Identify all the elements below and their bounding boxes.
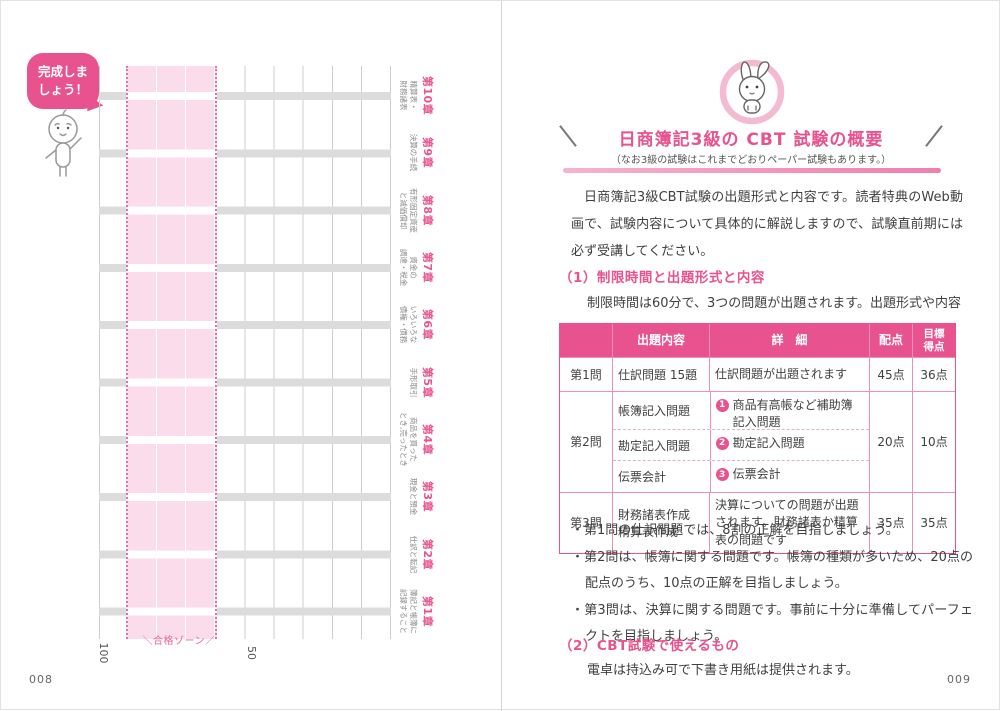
row-detail: 決算についての問題が出題されます。財務諸表か精算表の問題です [709, 492, 869, 553]
chapter-label-8: 第8章 有形固定資産 と減価償却 [392, 182, 452, 239]
chapter-number: 第4章 [421, 423, 434, 456]
row-target: 35点 [912, 492, 955, 553]
subrow-detail: 3 伝票会計 [709, 461, 869, 492]
row-points: 45点 [869, 358, 912, 392]
section-2-heading: （2）CBT試験で使えるもの [559, 638, 740, 654]
chapter-number: 第5章 [421, 366, 434, 399]
decorative-slash-right [925, 125, 943, 147]
advice-notes: ・第1問の仕訳問題では、8割の正解を目指しましょう。 ・第2問は、帳簿に関する問… [571, 518, 973, 651]
subrow-detail: 1 商品有高帳など補助簿 記入問題 [709, 392, 869, 430]
section-2-body: 電卓は持込み可で下書き用紙は提供されます。 [587, 663, 859, 678]
chapter-label-7: 第7章 資金の 調達・税金 [392, 239, 452, 296]
axis-tick-50: 50 [245, 646, 258, 660]
number-badge-2: 2 [715, 437, 729, 451]
row-target: 36点 [912, 358, 955, 392]
chapter-number: 第2章 [421, 538, 434, 571]
intro-paragraph: 日商簿記3級CBT試験の出題形式と内容です。読者特典のWeb動画で、試験内容につ… [571, 190, 963, 259]
subrow-detail: 2 勘定記入問題 [709, 430, 869, 461]
chapter-label-2: 第2章 仕訳と転記 [392, 526, 452, 583]
row-q2-subrows: 帳簿記入問題 1 商品有高帳など補助簿 記入問題 勘定記入問題 2 勘定記入問題 伝… [612, 392, 869, 492]
title-underline-bar [563, 168, 941, 173]
chapter-title: いろいろな 債権・債務 [398, 305, 418, 344]
table-row-q2: 第2問 帳簿記入問題 1 商品有高帳など補助簿 記入問題 勘定記入問題 2 勘定記入… [560, 391, 955, 492]
number-badge-3: 3 [715, 468, 729, 482]
subrow-content: 帳簿記入問題 [618, 404, 691, 419]
row-label: 第1問 [570, 368, 602, 383]
title-row: 日商簿記3級の CBT 試験の概要 [501, 125, 1000, 150]
row-detail: 仕訳問題が出題されます [709, 358, 869, 392]
subrow-2: 勘定記入問題 2 勘定記入問題 [613, 429, 869, 461]
pass-zone-label: ＼合格ゾーン／ [142, 636, 216, 647]
row-target: 10点 [912, 392, 955, 492]
chapter-title: 現金と預金 [409, 477, 418, 516]
chapter-label-10: 第10章 精算表・ 財務諸表 [392, 67, 452, 124]
chapter-number: 第3章 [421, 480, 434, 513]
person-mascot-icon [29, 105, 101, 189]
subrow-content: 勘定記入問題 [618, 438, 691, 453]
speech-bubble: 完成しま しょう！ [27, 53, 99, 109]
page-number-right: 009 [947, 673, 971, 686]
note-q1: ・第1問の仕訳問題では、8割の正解を目指しましょう。 [571, 523, 899, 538]
chapter-label-6: 第6章 いろいろな 債権・債務 [392, 296, 452, 353]
rabbit-mascot-icon [716, 55, 788, 133]
page-divider [501, 1, 502, 711]
subrow-1: 帳簿記入問題 1 商品有高帳など補助簿 記入問題 [613, 392, 869, 430]
chapter-title: 決算の手続 [409, 133, 418, 172]
chapter-title: 商品を買った とき,売ったとき [398, 412, 418, 467]
chapter-label-5: 第5章 手形取引 [392, 354, 452, 411]
chapter-title: 資金の 調達・税金 [398, 248, 418, 287]
chapter-label-9: 第9章 決算の手続 [392, 124, 452, 181]
chapter-title: 簿記と帳簿に 記録すること [398, 589, 418, 634]
header-cell-detail: 詳 細 [709, 324, 869, 358]
table-header-row: 出題内容 詳 細 配点 目標 得点 [560, 324, 955, 358]
axis-tick-100: 100 [97, 642, 110, 664]
subrow-detail-text: 勘定記入問題 [732, 436, 805, 451]
decorative-slash-left [559, 125, 577, 147]
exam-format-table: 出題内容 詳 細 配点 目標 得点 第1問 仕訳問題 15題 仕訳問題が出題され… [559, 323, 956, 554]
header-cell-points: 配点 [869, 324, 912, 358]
subrow-detail-text: 商品有高帳など補助簿 記入問題 [732, 398, 853, 429]
table-row-q1: 第1問 仕訳問題 15題 仕訳問題が出題されます 45点 36点 [560, 357, 955, 392]
chapter-number: 第10章 [421, 75, 434, 116]
header-cell-content: 出題内容 [612, 324, 709, 358]
table-row-q3: 第3問 財務諸表作成 精算表作成 決算についての問題が出題されます。財務諸表か精… [560, 491, 955, 553]
subrow-content: 伝票会計 [618, 470, 667, 485]
page-number-left: 008 [29, 673, 53, 686]
chapter-title: 仕訳と転記 [409, 535, 418, 574]
page-subtitle: （なお3級の試験はこれまでどおりペーパー試験もあります。） [610, 155, 892, 166]
section-1-heading: （1）制限時間と出題形式と内容 [559, 270, 765, 286]
left-page: 完成しま しょう！ 第10章 精算表・ 財務諸表 [1, 1, 501, 711]
header-cell-blank [560, 324, 612, 358]
header-cell-target: 目標 得点 [912, 324, 955, 358]
chapter-number: 第9章 [421, 136, 434, 169]
row-content: 財務諸表作成 精算表作成 [612, 492, 709, 553]
chapter-label-1: 第1章 簿記と帳簿に 記録すること [392, 583, 452, 640]
chapter-label-3: 第3章 現金と預金 [392, 468, 452, 525]
progress-grid [99, 66, 391, 639]
pass-zone-band [126, 66, 217, 639]
chapter-title: 手形取引 [409, 367, 418, 398]
chapter-number: 第7章 [421, 251, 434, 284]
note-q3: ・第3問は、決算に関する問題です。事前に十分に準備してパーフェクトを目指しましょ… [571, 602, 973, 645]
page-title: 日商簿記3級の CBT 試験の概要 [618, 130, 884, 150]
chapter-number: 第1章 [421, 595, 434, 628]
row-points: 35点 [869, 492, 912, 553]
row-label: 第2問 [570, 435, 602, 450]
chapter-title: 有形固定資産 と減価償却 [398, 188, 418, 233]
chapter-title: 精算表・ 財務諸表 [398, 80, 418, 111]
note-q2: ・第2問は、帳簿に関する問題です。帳簿の種類が多いため、20点の配点のうち、10… [571, 549, 973, 592]
chapter-label-4: 第4章 商品を買った とき,売ったとき [392, 411, 452, 468]
row-label: 第3問 [570, 516, 602, 531]
subrow-detail-text: 伝票会計 [732, 467, 781, 482]
right-page: 日商簿記3級の CBT 試験の概要 （なお3級の試験はこれまでどおりペーパー試験… [501, 1, 1000, 711]
number-badge-1: 1 [715, 399, 729, 413]
chapter-number: 第6章 [421, 308, 434, 341]
chapter-number: 第8章 [421, 194, 434, 227]
row-content: 仕訳問題 15題 [612, 358, 709, 392]
row-points: 20点 [869, 392, 912, 492]
subrow-3: 伝票会計 3 伝票会計 [613, 460, 869, 492]
